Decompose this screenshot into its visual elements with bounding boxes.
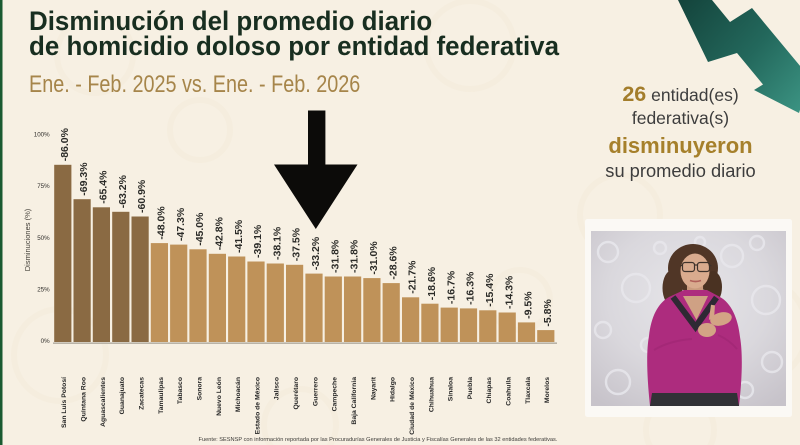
svg-text:-86.0%: -86.0% — [59, 127, 71, 161]
svg-text:Estado de México: Estado de México — [254, 377, 261, 434]
svg-text:-28.6%: -28.6% — [387, 246, 399, 280]
svg-text:-31.8%: -31.8% — [329, 239, 341, 273]
svg-text:Tlaxcala: Tlaxcala — [525, 377, 532, 404]
svg-text:Quintana Roo: Quintana Roo — [81, 377, 88, 422]
svg-text:Puebla: Puebla — [467, 377, 474, 400]
svg-text:75%: 75% — [37, 183, 50, 190]
svg-text:100%: 100% — [34, 132, 50, 139]
svg-text:-31.0%: -31.0% — [368, 241, 380, 275]
svg-text:-47.3%: -47.3% — [175, 207, 187, 241]
svg-text:Morelos: Morelos — [544, 377, 551, 403]
svg-text:Nayarit: Nayarit — [370, 376, 377, 400]
svg-text:-41.5%: -41.5% — [233, 219, 245, 253]
svg-text:-18.6%: -18.6% — [426, 266, 438, 300]
svg-text:-21.7%: -21.7% — [407, 260, 419, 294]
svg-text:Jalisco: Jalisco — [274, 377, 281, 400]
svg-text:-38.1%: -38.1% — [271, 226, 283, 260]
svg-text:-16.3%: -16.3% — [465, 271, 477, 305]
svg-text:-65.4%: -65.4% — [98, 170, 110, 204]
svg-text:-14.3%: -14.3% — [503, 275, 515, 309]
svg-text:Zacatecas: Zacatecas — [139, 377, 146, 410]
svg-text:Guanajuato: Guanajuato — [119, 377, 126, 414]
svg-text:Aguascalientes: Aguascalientes — [100, 377, 107, 427]
svg-text:Disminuciones (%): Disminuciones (%) — [23, 208, 32, 271]
svg-text:-69.3%: -69.3% — [78, 162, 90, 196]
svg-text:-39.1%: -39.1% — [252, 224, 264, 258]
svg-text:-15.4%: -15.4% — [484, 273, 496, 307]
svg-text:Tamaulipas: Tamaulipas — [158, 377, 165, 414]
svg-text:Chiapas: Chiapas — [486, 377, 493, 404]
svg-text:-5.8%: -5.8% — [542, 299, 554, 327]
svg-text:0%: 0% — [41, 338, 50, 345]
svg-text:Baja California: Baja California — [351, 377, 358, 425]
svg-text:Michoacán: Michoacán — [235, 377, 242, 412]
svg-text:50%: 50% — [37, 235, 50, 242]
svg-text:Tabasco: Tabasco — [177, 377, 184, 404]
svg-text:Hidalgo: Hidalgo — [390, 377, 397, 402]
svg-text:San Luis Potosí: San Luis Potosí — [61, 376, 68, 428]
svg-text:-63.2%: -63.2% — [117, 174, 129, 208]
svg-text:-9.5%: -9.5% — [523, 291, 535, 319]
svg-text:-42.8%: -42.8% — [214, 216, 226, 250]
svg-text:Querétaro: Querétaro — [293, 377, 300, 409]
svg-text:-33.2%: -33.2% — [310, 236, 322, 270]
svg-text:-45.0%: -45.0% — [194, 212, 206, 246]
svg-text:Chihuahua: Chihuahua — [428, 377, 435, 412]
svg-text:Sinaloa: Sinaloa — [448, 377, 455, 401]
svg-text:Guerrero: Guerrero — [312, 377, 319, 406]
svg-text:-31.8%: -31.8% — [349, 239, 361, 273]
svg-text:-16.7%: -16.7% — [445, 270, 457, 304]
svg-text:Ciudad de México: Ciudad de México — [409, 377, 416, 435]
svg-text:Fuente: SESNSP con información: Fuente: SESNSP con información reportada… — [199, 437, 558, 443]
svg-text:-37.5%: -37.5% — [291, 227, 303, 261]
svg-text:Coahuila: Coahuila — [506, 377, 513, 406]
svg-text:-60.9%: -60.9% — [136, 179, 148, 213]
svg-text:Nuevo León: Nuevo León — [216, 377, 223, 416]
svg-text:Campeche: Campeche — [332, 377, 339, 412]
svg-text:-48.0%: -48.0% — [156, 206, 168, 240]
svg-text:Sonora: Sonora — [196, 377, 203, 401]
svg-text:25%: 25% — [37, 287, 50, 294]
